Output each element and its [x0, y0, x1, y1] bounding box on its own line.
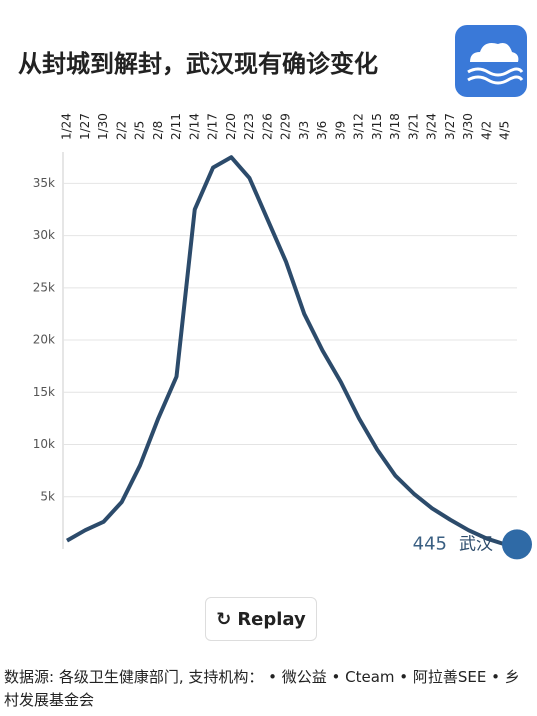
x-tick-label: 2/2 [114, 121, 128, 140]
replay-label: Replay [237, 608, 306, 630]
chart-title: 从封城到解封，武汉现有确诊变化 [18, 50, 378, 78]
replay-button[interactable]: ↻ Replay [205, 597, 317, 641]
x-tick-label: 3/3 [297, 121, 311, 140]
x-tick-label: 2/5 [133, 121, 147, 140]
x-tick-label: 2/20 [224, 113, 238, 140]
end-dot [502, 529, 532, 560]
x-tick-label: 3/30 [461, 113, 475, 140]
app-icon [455, 25, 527, 97]
x-tick-label: 4/2 [479, 121, 493, 140]
y-tick-label: 20k [33, 333, 55, 347]
x-tick-label: 3/15 [370, 113, 384, 140]
x-tick-label: 3/27 [443, 113, 457, 140]
x-tick-label: 2/14 [187, 113, 201, 140]
series-name: 武汉 [459, 534, 493, 554]
x-tick-label: 3/18 [388, 113, 402, 140]
x-tick-label: 3/12 [352, 113, 366, 140]
series-line [66, 155, 506, 547]
x-tick-label: 1/30 [96, 113, 110, 140]
x-tick-label: 1/27 [78, 113, 92, 140]
y-tick-label: 10k [33, 437, 55, 451]
x-tick-label: 1/24 [60, 113, 74, 140]
chart: 从封城到解封，武汉现有确诊变化 5k 10k 15k 20k 25k 30k 35k 1/24… [18, 25, 532, 560]
x-tick-label: 3/24 [425, 113, 439, 140]
y-tick-label: 35k [33, 176, 55, 190]
y-tick-label: 5k [40, 489, 55, 503]
y-tick-label: 25k [33, 280, 55, 294]
x-tick-label: 3/21 [406, 113, 420, 140]
x-tick-label: 4/5 [498, 121, 512, 140]
y-tick-label: 15k [33, 385, 55, 399]
x-tick-label: 2/23 [242, 113, 256, 140]
x-tick-label: 3/9 [333, 121, 347, 140]
y-tick-label: 30k [33, 228, 55, 242]
x-tick-label: 3/6 [315, 121, 329, 140]
x-tick-label: 2/11 [169, 113, 183, 140]
x-tick-label: 2/29 [279, 113, 293, 140]
source-note: 数据源: 各级卫生健康部门, 支持机构： • 微公益 • Cteam • 阿拉善… [4, 668, 520, 709]
x-tick-label: 2/26 [260, 113, 274, 140]
x-tick-label: 2/8 [151, 121, 165, 140]
x-tick-label: 2/17 [206, 113, 220, 140]
value-label: 445 [413, 533, 447, 554]
